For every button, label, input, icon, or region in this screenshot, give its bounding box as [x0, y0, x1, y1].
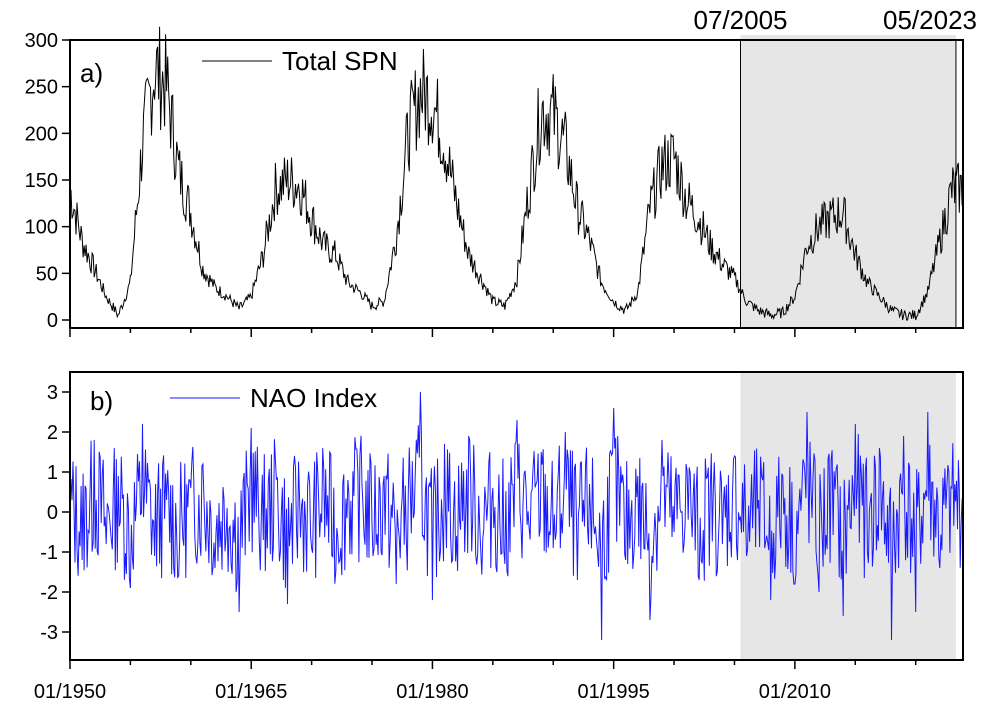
panel-a-tag: a)	[80, 58, 103, 88]
x-tick-label: 01/1995	[578, 681, 650, 703]
y-tick-label: 1	[47, 462, 58, 484]
panel-a-x-ticks	[69, 328, 917, 337]
marker-label-2005: 07/2005	[694, 5, 788, 35]
total-spn-series-line	[69, 26, 963, 321]
y-tick-label: -2	[40, 582, 58, 604]
y-tick-label: 50	[36, 263, 58, 285]
x-tick-label: 01/1965	[215, 681, 287, 703]
y-tick-label: 3	[47, 382, 58, 404]
panel-a-y-axis: 0 50 100 150 200 250 300	[25, 30, 70, 332]
panel-b-tag: b)	[90, 386, 113, 416]
total-spn-legend-label: Total SPN	[282, 46, 398, 76]
x-tick-label: 01/2010	[759, 681, 831, 703]
y-tick-label: -1	[40, 542, 58, 564]
y-tick-label: 0	[47, 502, 58, 524]
panel-b: -3 -2 -1 0 1 2 3 b) NAO Index	[40, 371, 964, 669]
y-tick-label: 200	[25, 123, 58, 145]
y-tick-label: -3	[40, 622, 58, 644]
panel-b-x-ticks	[69, 660, 917, 669]
panel-a: 0 50 100 150 200 250 300 a) Total SPN	[25, 26, 964, 337]
y-tick-label: 300	[25, 30, 58, 52]
x-tick-label: 01/1950	[34, 681, 106, 703]
x-tick-label: 01/1980	[396, 681, 468, 703]
nao-index-series-line	[69, 391, 963, 641]
y-tick-label: 0	[47, 310, 58, 332]
panel-b-y-axis: -3 -2 -1 0 1 2 3	[40, 382, 70, 644]
panel-b-frame	[69, 371, 964, 661]
y-tick-label: 150	[25, 170, 58, 192]
nao-index-legend-label: NAO Index	[250, 383, 377, 413]
x-axis-tick-labels: 01/1950 01/1965 01/1980 01/1995 01/2010	[34, 681, 831, 703]
marker-label-2023: 05/2023	[883, 5, 977, 35]
panel-a-frame	[69, 39, 964, 329]
y-tick-label: 100	[25, 217, 58, 239]
y-tick-label: 2	[47, 422, 58, 444]
y-tick-label: 250	[25, 77, 58, 99]
panel-a-shade	[740, 35, 956, 328]
